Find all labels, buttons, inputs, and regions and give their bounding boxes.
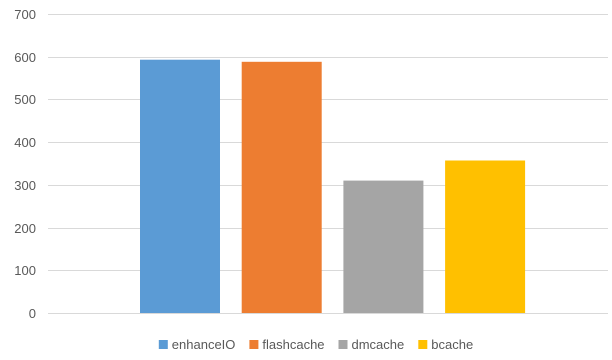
legend-swatch-enhanceIO: [158, 340, 168, 349]
legend-label-bcache: bcache: [431, 337, 473, 352]
y-axis-tick-labels: 0 100 200 300 400 500 600 700: [14, 7, 36, 321]
y-tick-label: 700: [14, 7, 36, 22]
legend-label-flashcache: flashcache: [262, 337, 324, 352]
y-tick-label: 200: [14, 221, 36, 236]
legend-item-dmcache: dmcache: [338, 337, 405, 352]
y-tick-label: 600: [14, 50, 36, 65]
y-tick-label: 500: [14, 92, 36, 107]
y-tick-label: 0: [29, 306, 36, 321]
legend-item-flashcache: flashcache: [249, 337, 325, 352]
bar-flashcache: [241, 61, 322, 313]
legend-item-enhanceIO: enhanceIO: [158, 337, 236, 352]
legend-swatch-bcache: [418, 340, 428, 349]
bar-bcache: [445, 160, 526, 313]
y-tick-label: 300: [14, 178, 36, 193]
bar-dmcache: [343, 180, 424, 313]
legend: enhanceIO flashcache dmcache bcache: [158, 337, 473, 352]
legend-label-enhanceIO: enhanceIO: [172, 337, 236, 352]
legend-label-dmcache: dmcache: [352, 337, 405, 352]
legend-swatch-dmcache: [338, 340, 348, 349]
legend-item-bcache: bcache: [418, 337, 473, 352]
y-tick-label: 100: [14, 263, 36, 278]
y-tick-label: 400: [14, 135, 36, 150]
legend-swatch-flashcache: [249, 340, 259, 349]
bars: [140, 59, 526, 314]
bar-enhanceIO: [140, 59, 220, 314]
